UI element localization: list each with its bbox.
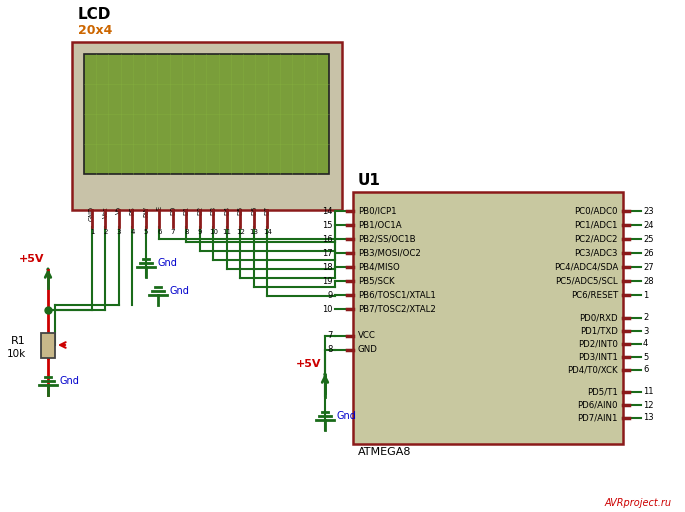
Text: 3: 3 xyxy=(116,229,121,235)
Text: 3: 3 xyxy=(643,327,649,335)
Text: 8: 8 xyxy=(184,229,189,235)
Text: 14: 14 xyxy=(263,229,272,235)
Text: PC0/ADC0: PC0/ADC0 xyxy=(575,206,618,216)
Text: 4: 4 xyxy=(643,339,648,349)
Text: PB4/MISO: PB4/MISO xyxy=(358,263,400,271)
Text: 2: 2 xyxy=(643,313,648,323)
Text: +5V: +5V xyxy=(18,254,44,264)
Text: 27: 27 xyxy=(643,263,653,271)
Text: PC6/RESET: PC6/RESET xyxy=(571,290,618,300)
Text: D2: D2 xyxy=(197,206,203,215)
Text: D3: D3 xyxy=(210,206,216,215)
Text: 13: 13 xyxy=(643,414,653,422)
Text: U1: U1 xyxy=(358,173,381,188)
Text: PB2/SS/OC1B: PB2/SS/OC1B xyxy=(358,234,416,244)
Text: PD5/T1: PD5/T1 xyxy=(587,388,618,396)
Text: Gnd: Gnd xyxy=(337,411,357,421)
Text: 5: 5 xyxy=(643,352,648,361)
Text: 24: 24 xyxy=(643,221,653,229)
Text: 2: 2 xyxy=(103,229,108,235)
Text: 10: 10 xyxy=(323,305,333,313)
Text: 11: 11 xyxy=(223,229,232,235)
Text: PC5/ADC5/SCL: PC5/ADC5/SCL xyxy=(556,276,618,286)
Text: 12: 12 xyxy=(236,229,245,235)
Text: 6: 6 xyxy=(643,366,649,374)
Text: PC3/ADC3: PC3/ADC3 xyxy=(575,248,618,258)
Text: +5V: +5V xyxy=(295,359,321,369)
Text: PD3/INT1: PD3/INT1 xyxy=(578,352,618,361)
Text: 7: 7 xyxy=(327,331,333,340)
Text: 16: 16 xyxy=(323,234,333,244)
Text: D6: D6 xyxy=(251,206,257,215)
Text: D1: D1 xyxy=(184,206,190,215)
Text: PD2/INT0: PD2/INT0 xyxy=(578,339,618,349)
Text: Vcc: Vcc xyxy=(103,206,108,218)
Text: 6: 6 xyxy=(158,229,162,235)
Text: E: E xyxy=(156,206,162,210)
Text: PD1/TXD: PD1/TXD xyxy=(580,327,618,335)
Text: PB6/TOSC1/XTAL1: PB6/TOSC1/XTAL1 xyxy=(358,290,436,300)
Text: 25: 25 xyxy=(643,234,653,244)
Text: PC1/ADC1: PC1/ADC1 xyxy=(575,221,618,229)
Bar xyxy=(84,54,329,174)
Text: R1: R1 xyxy=(11,336,26,346)
Bar xyxy=(41,333,55,358)
Bar xyxy=(72,42,342,210)
Text: RS: RS xyxy=(129,206,136,215)
Text: 7: 7 xyxy=(171,229,175,235)
Text: PD6/AIN0: PD6/AIN0 xyxy=(577,400,618,410)
Text: 12: 12 xyxy=(643,400,653,410)
Text: 11: 11 xyxy=(643,388,653,396)
Text: PD0/RXD: PD0/RXD xyxy=(580,313,618,323)
Text: 23: 23 xyxy=(643,206,653,216)
Text: LCD: LCD xyxy=(78,7,112,22)
Text: PB7/TOSC2/XTAL2: PB7/TOSC2/XTAL2 xyxy=(358,305,436,313)
Text: PC2/ADC2: PC2/ADC2 xyxy=(575,234,618,244)
Text: D7: D7 xyxy=(264,206,271,215)
Text: D5: D5 xyxy=(238,206,243,215)
Text: 19: 19 xyxy=(323,276,333,286)
Text: 5: 5 xyxy=(144,229,148,235)
Text: GND: GND xyxy=(358,346,378,354)
Bar xyxy=(353,192,623,444)
Text: AVRproject.ru: AVRproject.ru xyxy=(605,498,672,508)
Text: PB5/SCK: PB5/SCK xyxy=(358,276,395,286)
Text: PB3/MOSI/OC2: PB3/MOSI/OC2 xyxy=(358,248,421,258)
Text: GND: GND xyxy=(89,206,95,221)
Text: PB0/ICP1: PB0/ICP1 xyxy=(358,206,397,216)
Text: Gnd: Gnd xyxy=(170,286,190,296)
Text: PD7/AIN1: PD7/AIN1 xyxy=(577,414,618,422)
Text: Vo: Vo xyxy=(116,206,122,214)
Text: Gnd: Gnd xyxy=(158,258,178,268)
Text: 17: 17 xyxy=(323,248,333,258)
Text: 13: 13 xyxy=(249,229,258,235)
Text: 4: 4 xyxy=(130,229,135,235)
Text: 18: 18 xyxy=(323,263,333,271)
Text: 9: 9 xyxy=(198,229,202,235)
Text: RW: RW xyxy=(143,206,149,217)
Text: 28: 28 xyxy=(643,276,653,286)
Text: PB1/OC1A: PB1/OC1A xyxy=(358,221,401,229)
Text: PD4/T0/XCK: PD4/T0/XCK xyxy=(567,366,618,374)
Text: 10k: 10k xyxy=(7,349,26,359)
Text: 9: 9 xyxy=(327,290,333,300)
Text: 8: 8 xyxy=(327,346,333,354)
Text: PC4/ADC4/SDA: PC4/ADC4/SDA xyxy=(553,263,618,271)
Text: 1: 1 xyxy=(90,229,95,235)
Text: 1: 1 xyxy=(643,290,648,300)
Text: 26: 26 xyxy=(643,248,653,258)
Text: D4: D4 xyxy=(224,206,230,215)
Text: ATMEGA8: ATMEGA8 xyxy=(358,447,412,457)
Text: 14: 14 xyxy=(323,206,333,216)
Text: 20x4: 20x4 xyxy=(78,24,112,37)
Text: Gnd: Gnd xyxy=(60,376,80,386)
Text: 15: 15 xyxy=(323,221,333,229)
Text: D0: D0 xyxy=(170,206,176,215)
Text: 10: 10 xyxy=(209,229,218,235)
Text: VCC: VCC xyxy=(358,331,376,340)
